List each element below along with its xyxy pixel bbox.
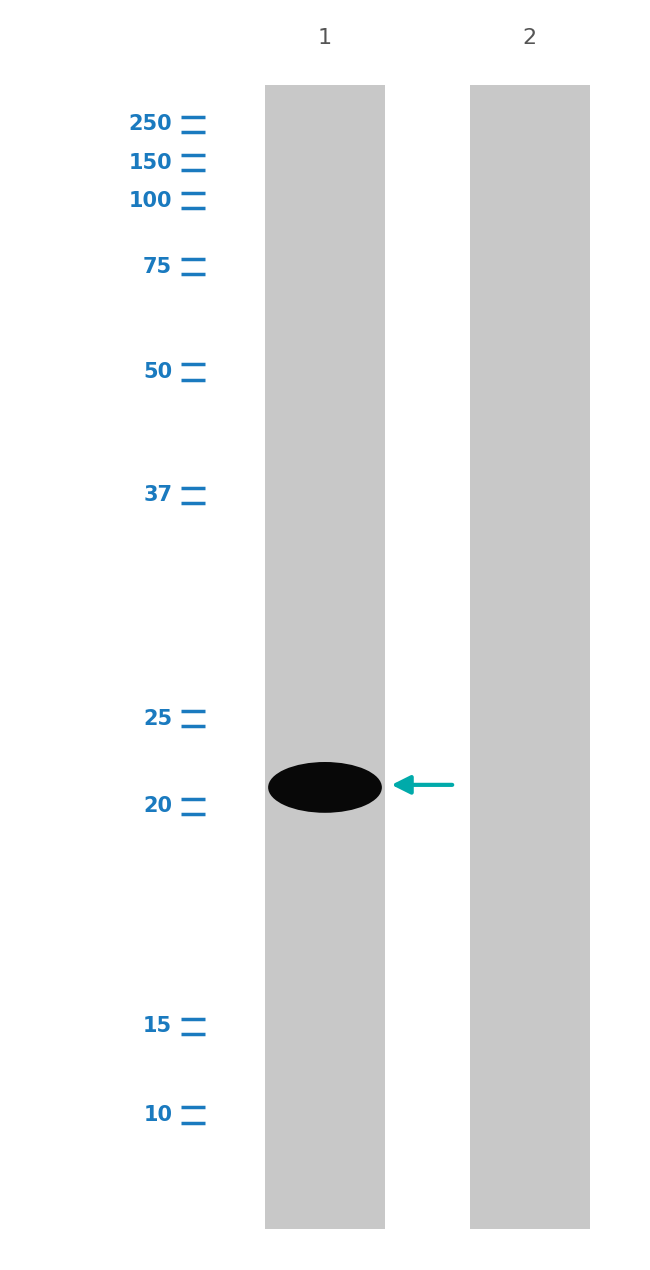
Text: 1: 1 bbox=[318, 28, 332, 48]
Bar bbox=[469, 85, 590, 1229]
Text: 25: 25 bbox=[143, 709, 172, 729]
Text: 50: 50 bbox=[143, 362, 172, 382]
Text: 250: 250 bbox=[129, 114, 172, 135]
Ellipse shape bbox=[268, 762, 382, 813]
Text: 10: 10 bbox=[143, 1105, 172, 1125]
Text: 75: 75 bbox=[143, 257, 172, 277]
Text: 15: 15 bbox=[143, 1016, 172, 1036]
Text: 37: 37 bbox=[143, 485, 172, 505]
Text: 20: 20 bbox=[143, 796, 172, 817]
Bar bbox=[265, 85, 385, 1229]
Text: 150: 150 bbox=[129, 152, 172, 173]
Text: 100: 100 bbox=[129, 190, 172, 211]
Text: 2: 2 bbox=[523, 28, 537, 48]
